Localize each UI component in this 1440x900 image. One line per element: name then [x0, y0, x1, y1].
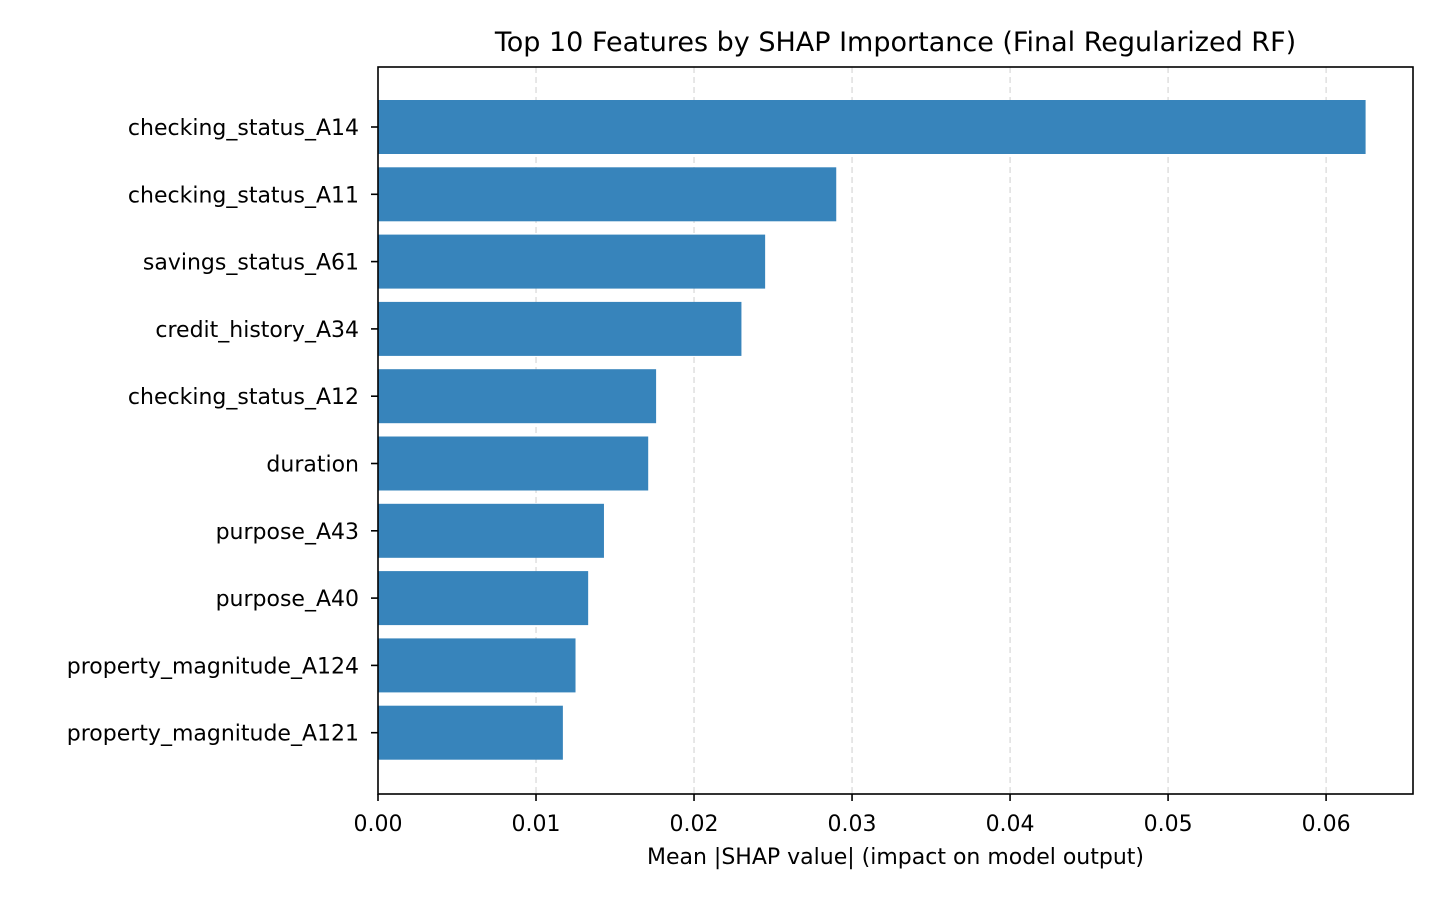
bar-checking-status-a12 [378, 369, 657, 424]
x-tick-label: 0.01 [512, 812, 561, 837]
x-tick-label: 0.02 [670, 812, 719, 837]
x-tick-label: 0.00 [354, 812, 403, 837]
x-tick-label: 0.05 [1144, 812, 1193, 837]
x-tick-label: 0.04 [986, 812, 1035, 837]
bar-property-magnitude-a124 [378, 638, 576, 693]
bar-checking-status-a14 [378, 100, 1366, 154]
bar-purpose-a40 [378, 571, 589, 626]
x-tick-label: 0.06 [1302, 812, 1351, 837]
x-axis-ticks: 0.00 0.01 0.02 0.03 0.04 0.05 0.06 [354, 794, 1351, 837]
y-tick-label: credit_history_A34 [155, 318, 359, 343]
bar-checking-status-a11 [378, 167, 837, 222]
x-tick-label: 0.03 [828, 812, 877, 837]
y-tick-label: savings_status_A61 [143, 251, 359, 276]
bars [378, 100, 1366, 760]
y-tick-label: property_magnitude_A121 [67, 722, 359, 747]
y-tick-label: checking_status_A11 [128, 183, 359, 208]
y-tick-label: checking_status_A12 [128, 385, 359, 410]
chart-title: Top 10 Features by SHAP Importance (Fina… [494, 27, 1296, 58]
y-tick-label: property_magnitude_A124 [67, 654, 359, 679]
bar-savings-status-a61 [378, 234, 766, 289]
bar-duration [378, 436, 649, 491]
y-tick-label: purpose_A43 [216, 520, 359, 545]
x-axis-label: Mean |SHAP value| (impact on model outpu… [647, 845, 1144, 870]
plot-frame [377, 66, 1414, 795]
y-tick-label: checking_status_A14 [128, 116, 359, 141]
bar-property-magnitude-a121 [378, 705, 563, 760]
y-axis-ticks: checking_status_A14 checking_status_A11sa… [67, 116, 378, 747]
y-tick-label: duration [266, 453, 359, 478]
bar-credit-history-a34 [378, 301, 742, 356]
y-tick-label: purpose_A40 [216, 587, 359, 612]
bar-purpose-a43 [378, 503, 604, 558]
